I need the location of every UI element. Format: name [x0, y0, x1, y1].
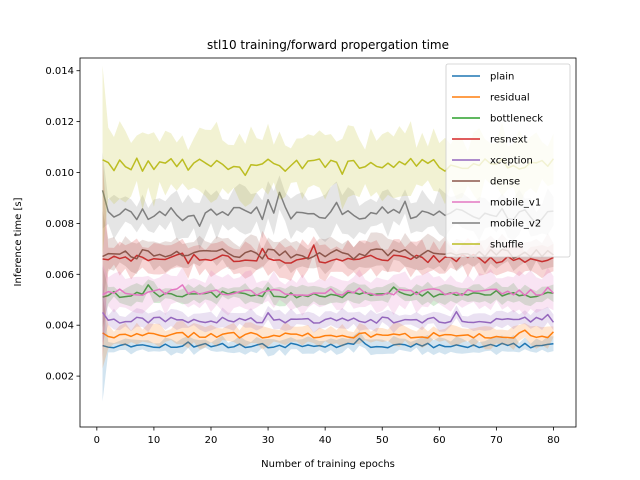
- x-tick-label: 30: [262, 435, 275, 446]
- x-tick-label: 10: [148, 435, 161, 446]
- series-line-bottleneck: [102, 284, 554, 299]
- y-axis-label: Inference time [s]: [13, 197, 24, 286]
- legend-label-plain: plain: [490, 72, 514, 83]
- band-xception: [102, 281, 554, 344]
- x-tick-label: 40: [319, 435, 332, 446]
- legend-label-shuffle: shuffle: [490, 240, 524, 251]
- series-line-xception: [101, 310, 555, 324]
- x-tick-label: 70: [490, 435, 503, 446]
- band-mobile_v1: [102, 264, 554, 326]
- band-resnext: [102, 157, 554, 361]
- plot-area: [101, 65, 555, 402]
- x-axis-ticks: 0 10 20 30 40 50 60 70 80: [94, 427, 560, 446]
- y-axis-ticks: 0.002 0.004 0.006 0.008 0.010 0.012 0.014: [45, 66, 80, 383]
- legend: plain residual bottleneck resnext xception de…: [445, 63, 571, 258]
- y-tick-label: 0.012: [45, 117, 74, 128]
- y-tick-label: 0.010: [45, 168, 74, 179]
- x-tick-label: 80: [547, 435, 560, 446]
- y-tick-label: 0.002: [45, 372, 74, 383]
- band-residual: [102, 297, 554, 369]
- legend-label-mobile_v1: mobile_v1: [490, 198, 541, 209]
- axes-frame: [79, 57, 577, 428]
- y-tick-label: 0.014: [45, 66, 74, 77]
- x-tick-label: 60: [433, 435, 446, 446]
- legend-box: [445, 63, 571, 258]
- band-mobile_v2: [102, 152, 554, 250]
- series-line-mobile_v1: [102, 284, 554, 297]
- x-axis-label: Number of training epochs: [261, 459, 395, 470]
- y-tick-label: 0.008: [45, 219, 74, 230]
- chart-title: stl10 training/forward propergation time: [207, 38, 449, 52]
- x-tick-label: 20: [205, 435, 218, 446]
- legend-label-bottleneck: bottleneck: [490, 114, 543, 125]
- series-line-plain: [102, 337, 554, 349]
- legend-label-xception: xception: [490, 156, 533, 167]
- legend-label-resnext: resnext: [490, 135, 527, 146]
- y-tick-label: 0.004: [45, 321, 74, 332]
- series-line-residual: [102, 329, 554, 339]
- legend-label-residual: residual: [490, 93, 530, 104]
- series-line-resnext: [102, 244, 554, 265]
- y-tick-label: 0.006: [45, 270, 74, 281]
- band-shuffle: [102, 65, 554, 254]
- band-bottleneck: [102, 266, 554, 328]
- x-tick-label: 50: [376, 435, 389, 446]
- band-dense: [102, 210, 554, 303]
- x-tick-label: 0: [94, 435, 100, 446]
- legend-label-mobile_v2: mobile_v2: [490, 219, 541, 230]
- legend-label-dense: dense: [490, 177, 520, 188]
